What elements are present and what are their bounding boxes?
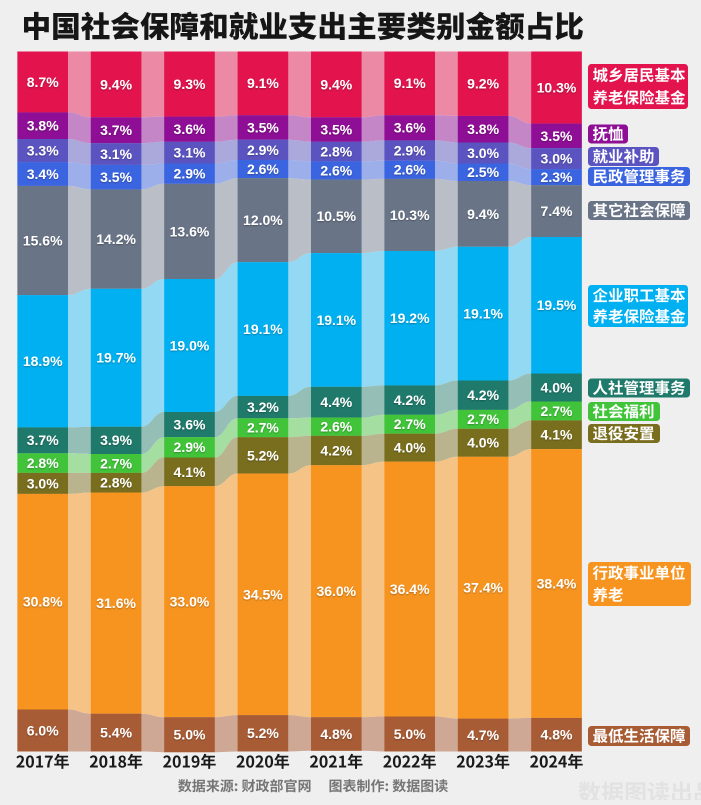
svg-text:3.2%: 3.2% — [247, 399, 279, 415]
svg-text:19.1%: 19.1% — [316, 312, 356, 328]
svg-text:5.2%: 5.2% — [247, 447, 279, 463]
svg-text:3.0%: 3.0% — [27, 475, 59, 491]
svg-text:9.3%: 9.3% — [174, 76, 206, 92]
svg-text:18.9%: 18.9% — [23, 353, 63, 369]
svg-text:7.4%: 7.4% — [541, 203, 573, 219]
svg-text:9.2%: 9.2% — [467, 76, 499, 92]
svg-text:2.8%: 2.8% — [100, 475, 132, 491]
svg-text:19.0%: 19.0% — [170, 337, 210, 353]
svg-text:37.4%: 37.4% — [463, 580, 503, 596]
svg-text:4.7%: 4.7% — [467, 727, 499, 743]
svg-text:13.6%: 13.6% — [170, 223, 210, 239]
svg-text:4.0%: 4.0% — [467, 435, 499, 451]
svg-text:8.7%: 8.7% — [27, 74, 59, 90]
svg-text:3.4%: 3.4% — [27, 166, 59, 182]
svg-text:31.6%: 31.6% — [96, 595, 136, 611]
svg-text:2.7%: 2.7% — [394, 416, 426, 432]
svg-text:2.9%: 2.9% — [174, 166, 206, 182]
svg-text:3.5%: 3.5% — [100, 169, 132, 185]
svg-text:3.5%: 3.5% — [247, 119, 279, 135]
svg-text:3.8%: 3.8% — [27, 118, 59, 134]
svg-text:4.8%: 4.8% — [541, 727, 573, 743]
svg-text:3.6%: 3.6% — [174, 417, 206, 433]
svg-text:2.7%: 2.7% — [541, 403, 573, 419]
svg-text:3.0%: 3.0% — [541, 151, 573, 167]
svg-text:5.0%: 5.0% — [394, 726, 426, 742]
svg-text:15.6%: 15.6% — [23, 232, 63, 248]
svg-text:3.1%: 3.1% — [174, 145, 206, 161]
svg-text:4.1%: 4.1% — [541, 427, 573, 443]
svg-text:2.9%: 2.9% — [174, 439, 206, 455]
svg-text:3.9%: 3.9% — [100, 432, 132, 448]
svg-text:4.1%: 4.1% — [174, 464, 206, 480]
svg-text:9.4%: 9.4% — [467, 206, 499, 222]
svg-text:6.0%: 6.0% — [27, 722, 59, 738]
svg-text:9.1%: 9.1% — [394, 75, 426, 91]
svg-text:2.3%: 2.3% — [541, 169, 573, 185]
svg-text:2.9%: 2.9% — [247, 142, 279, 158]
svg-text:2.6%: 2.6% — [320, 162, 352, 178]
svg-text:19.1%: 19.1% — [243, 321, 283, 337]
svg-text:38.4%: 38.4% — [537, 575, 577, 591]
svg-text:9.1%: 9.1% — [247, 75, 279, 91]
svg-text:2.6%: 2.6% — [394, 162, 426, 178]
svg-text:10.3%: 10.3% — [537, 80, 577, 96]
svg-text:3.0%: 3.0% — [467, 145, 499, 161]
svg-text:12.0%: 12.0% — [243, 212, 283, 228]
svg-text:3.7%: 3.7% — [27, 432, 59, 448]
svg-text:4.2%: 4.2% — [467, 387, 499, 403]
svg-text:14.2%: 14.2% — [96, 231, 136, 247]
svg-text:3.5%: 3.5% — [320, 122, 352, 138]
svg-text:3.1%: 3.1% — [100, 146, 132, 162]
svg-text:5.4%: 5.4% — [100, 725, 132, 741]
svg-text:3.3%: 3.3% — [27, 143, 59, 159]
svg-text:36.0%: 36.0% — [316, 583, 356, 599]
svg-text:19.2%: 19.2% — [390, 310, 430, 326]
svg-text:4.0%: 4.0% — [394, 440, 426, 456]
svg-text:4.4%: 4.4% — [320, 394, 352, 410]
svg-text:10.5%: 10.5% — [316, 208, 356, 224]
svg-text:3.8%: 3.8% — [467, 121, 499, 137]
svg-text:4.0%: 4.0% — [541, 379, 573, 395]
svg-text:9.4%: 9.4% — [100, 76, 132, 92]
svg-text:2.6%: 2.6% — [320, 419, 352, 435]
svg-text:9.4%: 9.4% — [320, 76, 352, 92]
svg-text:2.7%: 2.7% — [247, 420, 279, 436]
svg-text:30.8%: 30.8% — [23, 594, 63, 610]
svg-text:3.7%: 3.7% — [100, 122, 132, 138]
svg-text:3.6%: 3.6% — [394, 120, 426, 136]
svg-text:2.6%: 2.6% — [247, 161, 279, 177]
svg-text:5.2%: 5.2% — [247, 725, 279, 741]
svg-text:5.0%: 5.0% — [174, 727, 206, 743]
svg-text:3.5%: 3.5% — [541, 128, 573, 144]
svg-text:2.5%: 2.5% — [467, 164, 499, 180]
svg-text:4.2%: 4.2% — [320, 442, 352, 458]
svg-text:2.7%: 2.7% — [467, 411, 499, 427]
svg-text:2.8%: 2.8% — [320, 144, 352, 160]
svg-text:3.6%: 3.6% — [174, 121, 206, 137]
svg-text:10.3%: 10.3% — [390, 207, 430, 223]
svg-text:2.8%: 2.8% — [27, 455, 59, 471]
svg-text:2.7%: 2.7% — [100, 455, 132, 471]
svg-text:33.0%: 33.0% — [170, 594, 210, 610]
svg-text:19.1%: 19.1% — [463, 306, 503, 322]
svg-text:4.2%: 4.2% — [394, 392, 426, 408]
svg-text:4.8%: 4.8% — [320, 726, 352, 742]
svg-text:2.9%: 2.9% — [394, 142, 426, 158]
svg-text:19.7%: 19.7% — [96, 350, 136, 366]
svg-text:34.5%: 34.5% — [243, 586, 283, 602]
svg-text:36.4%: 36.4% — [390, 581, 430, 597]
svg-text:19.5%: 19.5% — [537, 297, 577, 313]
